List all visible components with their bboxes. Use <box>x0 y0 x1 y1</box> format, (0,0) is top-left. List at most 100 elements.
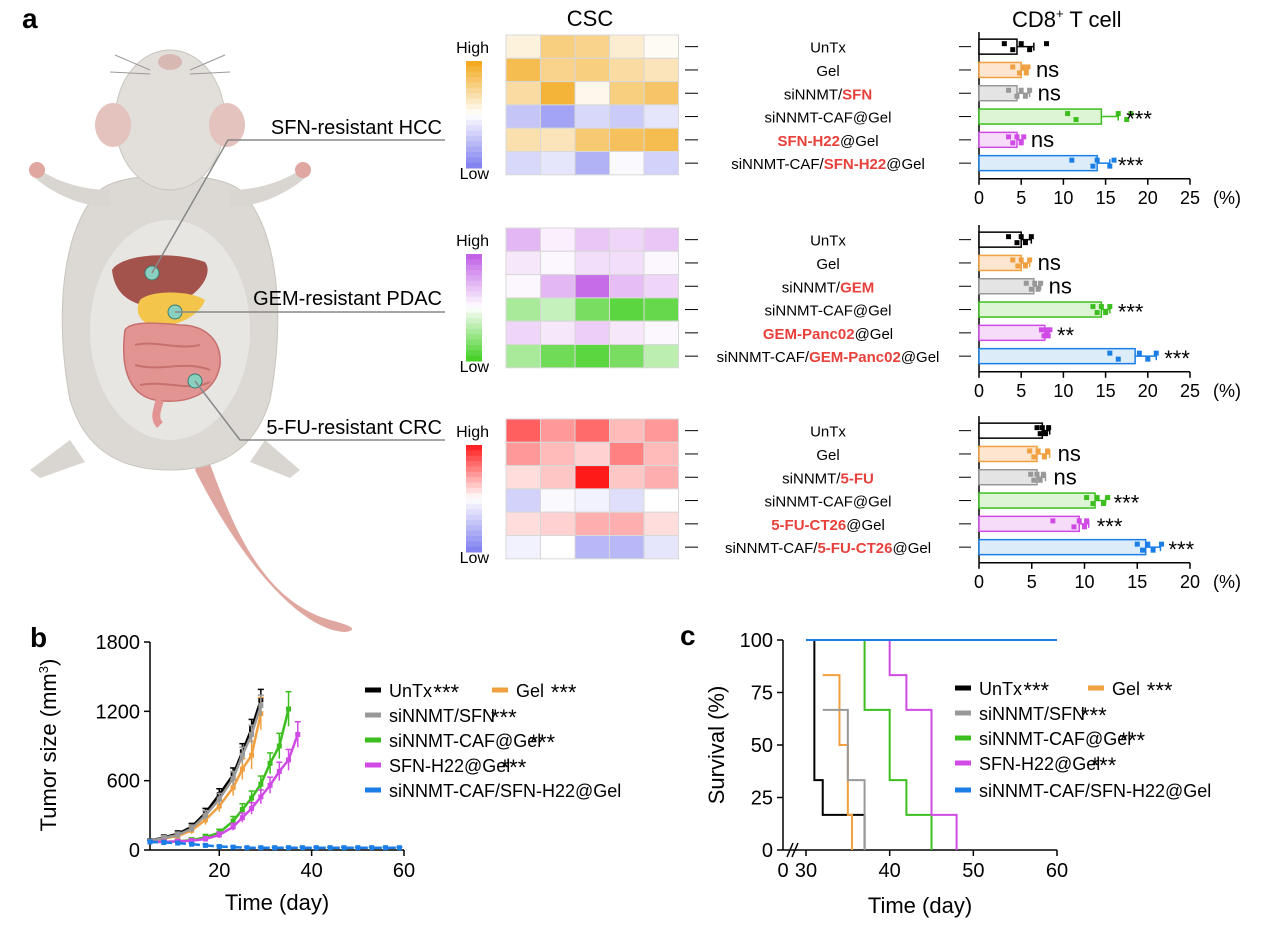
data-point <box>249 805 255 811</box>
data-point <box>1150 547 1156 553</box>
mouse-arm-right <box>230 170 305 207</box>
data-point <box>267 760 273 766</box>
panel-label-c: c <box>680 620 696 651</box>
mouse-foot-right <box>250 440 300 478</box>
heatmap-cell <box>643 320 679 346</box>
heatmap-cell <box>505 465 541 490</box>
row-label-part: @Gel <box>846 517 885 534</box>
data-point <box>1073 117 1079 123</box>
x-tick-label: 15 <box>1096 381 1116 401</box>
row-label: UnTx <box>810 40 846 57</box>
data-point <box>1031 454 1037 460</box>
y-tick-label: 1800 <box>96 632 141 654</box>
significance-label: ns <box>1036 57 1059 82</box>
heatmap-cell <box>643 488 679 513</box>
heatmap-cell <box>643 57 679 83</box>
data-point <box>216 844 222 850</box>
data-point <box>1028 471 1034 477</box>
heatmap-cell <box>540 297 576 322</box>
row-label: 5-FU-CT26@Gel <box>771 517 885 534</box>
color-scale-step <box>466 328 482 335</box>
axis-break-mark <box>786 842 794 858</box>
heatmap-cell <box>505 81 541 106</box>
data-point <box>1018 87 1024 93</box>
row-label-part: @Gel <box>892 540 931 557</box>
significance-label: *** <box>1118 300 1144 325</box>
data-point <box>355 845 361 851</box>
x-unit-label: (%) <box>1213 572 1241 592</box>
data-point <box>313 845 319 851</box>
row-label-part: siNNMT/ <box>782 279 841 296</box>
mouse-arm-left <box>35 170 110 207</box>
data-point <box>1069 157 1075 163</box>
data-point <box>1084 518 1090 524</box>
row-label-part: Gel <box>816 447 839 464</box>
heatmap-cell <box>574 227 610 252</box>
color-scale-step <box>466 114 482 121</box>
data-point <box>1140 547 1146 553</box>
row-label: Gel <box>816 447 839 464</box>
x-tick-label: 10 <box>1074 572 1094 592</box>
legend-label: siNNMT/SFN <box>389 706 495 726</box>
data-point <box>1015 263 1021 269</box>
x-tick-label: 30 <box>795 860 817 882</box>
data-point <box>396 845 402 851</box>
heatmap-cell <box>609 441 645 467</box>
data-point <box>1107 304 1113 310</box>
x-tick-label: 15 <box>1096 188 1116 208</box>
data-point <box>230 844 236 850</box>
data-point <box>258 703 264 709</box>
data-point <box>1153 350 1159 356</box>
x-tick-label: 20 <box>1180 572 1200 592</box>
data-point <box>295 731 301 737</box>
mouse-paw-right <box>295 162 311 178</box>
data-point <box>239 766 245 772</box>
data-point <box>1018 140 1024 146</box>
color-scale-step <box>466 61 482 67</box>
legend-significance: *** <box>1023 678 1049 703</box>
color-scale-step <box>466 302 482 308</box>
legend-significance: *** <box>491 705 517 730</box>
color-scale-step <box>466 482 482 489</box>
legend-label: siNNMT-CAF@Gel <box>389 731 541 751</box>
axis-break-mark <box>791 842 799 858</box>
color-scale-step <box>466 339 482 346</box>
heatmap-cell <box>609 297 645 322</box>
data-point <box>272 845 278 851</box>
cd8-header-main: CD8 <box>1012 7 1056 32</box>
data-point <box>1035 448 1041 454</box>
color-scale-step <box>466 503 482 510</box>
data-point <box>230 775 236 781</box>
significance-label: ns <box>1049 273 1072 298</box>
x-tick-label: 20 <box>208 860 230 882</box>
y-tick-label: 25 <box>751 788 773 810</box>
heatmap-cell <box>643 344 679 369</box>
significance-label: ** <box>1057 323 1075 348</box>
mouse-colon <box>152 398 164 428</box>
heatmap-cell <box>574 297 610 322</box>
heatmap-cell <box>574 57 610 83</box>
heatmap-cell <box>609 57 645 83</box>
color-scale-step <box>466 280 482 287</box>
mouse-ear-left <box>95 103 131 147</box>
heatmap-cell <box>643 535 679 560</box>
scale-label-low: Low <box>460 166 490 183</box>
heatmap-cell <box>609 250 645 276</box>
heatmap-cell <box>540 127 576 152</box>
heatmap-cell <box>609 127 645 152</box>
bar <box>978 324 1046 342</box>
mouse-intestines <box>123 322 221 402</box>
data-point <box>1028 286 1034 292</box>
heatmap-cell <box>574 34 610 59</box>
data-point <box>1010 140 1016 146</box>
data-point <box>1136 350 1142 356</box>
heatmap-1: High Low UnTx Gel siNNMT/SFN siNNMT-CAF@Gel SF… <box>456 34 925 183</box>
x-tick-label: 25 <box>1180 381 1200 401</box>
panel-label-a: a <box>22 3 38 34</box>
data-point <box>1022 93 1028 99</box>
data-point <box>1006 87 1012 93</box>
data-point <box>1041 333 1047 339</box>
heatmap-cell <box>574 418 610 443</box>
data-point <box>189 841 195 847</box>
heatmap-cell <box>574 465 610 490</box>
